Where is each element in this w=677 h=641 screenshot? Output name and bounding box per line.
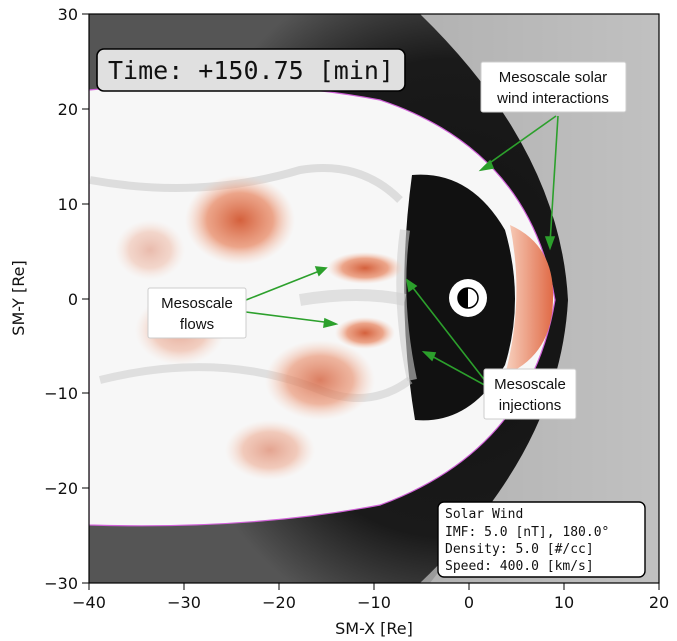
solar-wind-speed: Speed: 400.0 [km/s] [445,559,594,574]
y-tick-label: −10 [44,384,78,403]
annotation-solar-wind-interactions: Mesoscale solar wind interactions [480,61,627,113]
time-box: Time: +150.75 [min] [96,48,406,92]
y-tick-label: −20 [44,479,78,498]
svg-text:Mesoscale: Mesoscale [494,376,566,393]
solar-wind-density: Density: 5.0 [#/cc] [445,542,594,557]
solar-wind-title: Solar Wind [445,507,523,522]
svg-text:flows: flows [180,316,214,333]
x-tick-label: 0 [464,593,474,612]
x-tick-label: 10 [554,593,574,612]
annotation-injections: Mesoscale injections [483,368,577,420]
x-axis: −40 −30 −20 −10 0 10 20 SM-X [Re] [72,583,669,638]
x-tick-label: −10 [357,593,391,612]
x-tick-label: −40 [72,593,106,612]
x-tick-label: −30 [167,593,201,612]
y-axis-label: SM-Y [Re] [9,260,28,335]
x-axis-label: SM-X [Re] [335,619,413,638]
y-axis: 30 20 10 0 −10 −20 −30 SM-Y [Re] [9,5,89,593]
y-tick-label: 10 [58,195,78,214]
svg-text:Mesoscale: Mesoscale [161,295,233,312]
x-tick-label: −20 [262,593,296,612]
x-tick-label: 20 [649,593,669,612]
svg-text:Mesoscale solar: Mesoscale solar [499,69,607,86]
y-tick-label: 30 [58,5,78,24]
svg-text:injections: injections [499,397,562,414]
svg-text:wind interactions: wind interactions [496,90,609,107]
annotation-arrows [245,115,559,389]
time-label: Time: +150.75 [min] [108,56,394,85]
annotation-flows: Mesoscale flows [147,287,247,339]
y-tick-label: 0 [68,290,78,309]
solar-wind-imf: IMF: 5.0 [nT], 180.0° [445,525,609,540]
y-tick-label: −30 [44,574,78,593]
earth-icon [449,279,487,317]
solar-wind-box: Solar Wind IMF: 5.0 [nT], 180.0° Density… [437,501,646,578]
y-tick-label: 20 [58,100,78,119]
